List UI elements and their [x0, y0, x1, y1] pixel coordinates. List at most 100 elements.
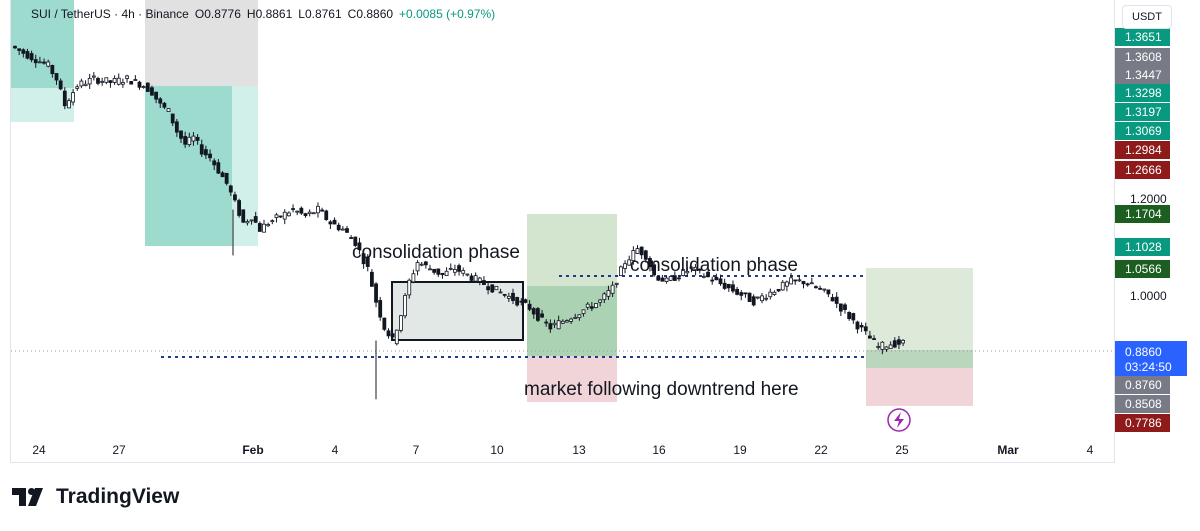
brand-footer: TradingView: [12, 485, 179, 509]
candle-down: [706, 271, 710, 278]
candle-down: [150, 87, 154, 96]
candle-down: [203, 149, 208, 156]
x-tick-label: 22: [814, 443, 828, 457]
candle-down: [544, 321, 549, 324]
legend-change: +0.0085 (+0.97%): [399, 7, 496, 21]
legend-open: O0.8776: [194, 7, 241, 21]
annotation-annot-3: market following downtrend here: [524, 379, 799, 400]
legend-symbol[interactable]: SUI / TetherUS · 4h · Binance: [31, 7, 189, 21]
candle-down: [855, 321, 860, 330]
candle-down: [332, 219, 337, 225]
position-zone: [527, 356, 617, 402]
chart-pane[interactable]: consolidation phase consolidation phase ma…: [10, 0, 1116, 463]
candle-up: [428, 268, 432, 271]
candle-down: [361, 253, 366, 265]
price-label-bg: [1115, 205, 1170, 223]
candle-down: [137, 81, 142, 88]
candle-up: [755, 296, 760, 299]
candle-up: [83, 83, 88, 87]
candle-down: [847, 312, 852, 319]
candle-down: [328, 221, 333, 225]
candle-up: [764, 297, 769, 300]
candle-down: [897, 339, 901, 345]
candle-down: [872, 338, 876, 340]
candle-up: [585, 303, 590, 308]
candle-down: [390, 333, 395, 338]
candle-down: [486, 286, 491, 291]
currency-button[interactable]: USDT: [1122, 5, 1172, 29]
candle-down: [731, 284, 735, 292]
price-label-text: 1.3069: [1125, 124, 1162, 138]
candle-up: [880, 341, 885, 350]
candle-down: [519, 300, 524, 303]
candle-down: [859, 324, 864, 328]
x-tick-label: Feb: [242, 443, 263, 457]
candle-down: [589, 306, 594, 309]
candle-up: [282, 211, 287, 220]
candle-down: [643, 250, 648, 260]
candle-up: [394, 329, 399, 345]
candle-down: [299, 207, 304, 214]
candle-up: [399, 315, 403, 331]
candle-up: [627, 259, 632, 266]
candle-down: [208, 153, 212, 159]
price-axis[interactable]: 1.2000 1.0000 1.3651 1.3608 1.3447 1.3298 1.31…: [1115, 0, 1200, 463]
x-tick-label: 25: [895, 443, 909, 457]
candle-down: [158, 98, 163, 104]
x-tick-label: Mar: [997, 443, 1019, 457]
candle-up: [577, 314, 582, 319]
candle-down: [154, 91, 159, 100]
candle-down: [216, 162, 221, 174]
price-label-bg: [1115, 260, 1170, 278]
candle-up: [689, 266, 694, 269]
annotation-annot-1: consolidation phase: [352, 242, 520, 263]
candle-up: [614, 282, 619, 285]
price-chart[interactable]: consolidation phase consolidation phase ma…: [11, 0, 1116, 463]
candle-up: [552, 322, 557, 326]
candle-up: [477, 277, 482, 282]
candle-down: [357, 242, 362, 251]
last-price-badge: [1115, 341, 1187, 376]
candle-up: [452, 269, 457, 273]
candle-up: [262, 223, 266, 233]
candle-up: [141, 86, 146, 88]
candle-down: [212, 160, 217, 166]
candle-up: [768, 291, 773, 298]
candle-down: [511, 292, 515, 301]
brand-name: TradingView: [56, 485, 180, 508]
candle-down: [536, 308, 540, 321]
legend-high: H0.8861: [246, 7, 293, 21]
candle-down: [834, 296, 839, 304]
candle-down: [162, 102, 167, 108]
candle-down: [851, 313, 856, 321]
price-label-bg: [1115, 376, 1170, 394]
candle-down: [195, 136, 200, 141]
candle-down: [548, 323, 553, 330]
time-axis-divider: [10, 462, 1115, 463]
candle-down: [436, 268, 441, 275]
price-label-bg: [1115, 28, 1170, 46]
candle-up: [876, 345, 881, 348]
candle-down: [336, 224, 341, 231]
candle-down: [50, 65, 55, 75]
price-label-text: 0.8508: [1125, 397, 1162, 411]
candle-up: [623, 263, 627, 269]
price-label-text: 1.0566: [1125, 262, 1162, 276]
consolidation-box: [391, 281, 524, 341]
candle-up: [419, 263, 424, 266]
candle-up: [809, 282, 814, 285]
position-zone: [145, 0, 258, 86]
candle-down: [241, 209, 246, 223]
candle-up: [797, 279, 802, 282]
price-label-text: 1.3651: [1125, 30, 1162, 44]
x-tick-label: 10: [490, 443, 504, 457]
last-price-value: 0.8860: [1125, 345, 1162, 359]
candle-up: [249, 219, 254, 222]
candle-down: [515, 297, 520, 306]
candle-down: [324, 210, 329, 220]
annotation-annot-2: consolidation phase: [630, 255, 798, 276]
candle-down: [228, 185, 233, 193]
candle-up: [602, 293, 607, 300]
candle-down: [818, 287, 822, 290]
position-zone: [527, 214, 617, 286]
